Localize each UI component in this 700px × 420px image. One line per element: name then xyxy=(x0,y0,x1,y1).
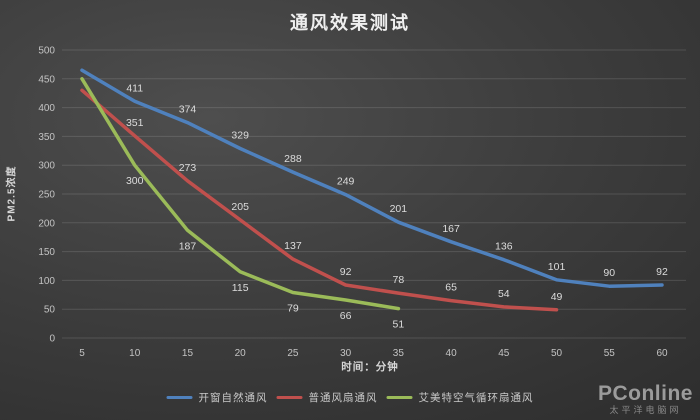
y-tick-label: 200 xyxy=(38,218,55,229)
x-tick-label: 55 xyxy=(604,348,616,359)
y-tick-label: 0 xyxy=(49,334,55,345)
legend: 开窗自然通风 普通风扇通风 艾美特空气循环扇通风 xyxy=(166,390,534,405)
x-tick-label: 60 xyxy=(656,348,668,359)
data-label: 49 xyxy=(551,291,563,303)
series-line-0 xyxy=(80,68,664,288)
data-label: 51 xyxy=(393,319,405,331)
data-label: 411 xyxy=(126,82,143,94)
y-tick-label: 450 xyxy=(38,74,55,85)
data-label: 79 xyxy=(287,302,299,314)
legend-label: 艾美特空气循环扇通风 xyxy=(418,392,534,404)
data-label: 78 xyxy=(393,274,405,286)
legend-label: 开窗自然通风 xyxy=(198,392,268,404)
legend-item-1: 普通风扇通风 xyxy=(276,390,378,405)
legend-item-2: 艾美特空气循环扇通风 xyxy=(386,390,534,405)
x-tick-label: 5 xyxy=(79,348,85,359)
data-label: 205 xyxy=(231,201,249,213)
data-label: 288 xyxy=(284,153,302,165)
data-label: 187 xyxy=(179,240,197,252)
y-tick-label: 400 xyxy=(38,103,55,114)
legend-label: 普通风扇通风 xyxy=(308,392,378,404)
legend-swatch xyxy=(386,395,413,400)
data-label: 101 xyxy=(548,261,566,273)
series-line-2 xyxy=(80,77,401,311)
y-tick-label: 250 xyxy=(38,190,55,201)
data-label: 92 xyxy=(340,266,352,278)
data-label: 351 xyxy=(126,117,144,129)
watermark-subtitle: 太平洋电脑网 xyxy=(609,405,682,415)
x-tick-label: 45 xyxy=(498,348,510,359)
data-label: 65 xyxy=(445,282,457,294)
y-tick-label: 500 xyxy=(38,46,55,57)
data-label: 273 xyxy=(179,162,197,174)
legend-item-0: 开窗自然通风 xyxy=(166,390,268,405)
data-label: 54 xyxy=(498,288,510,300)
x-tick-label: 10 xyxy=(129,348,141,359)
data-label: 90 xyxy=(603,267,615,279)
chart-title: 通风效果测试 xyxy=(290,13,410,33)
data-label: 249 xyxy=(337,176,355,188)
series-line-1 xyxy=(80,88,559,312)
y-tick-label: 150 xyxy=(38,247,55,258)
x-tick-label: 15 xyxy=(182,348,194,359)
data-label: 137 xyxy=(284,240,302,252)
data-label: 167 xyxy=(442,223,460,235)
data-label: 92 xyxy=(656,266,668,278)
data-label: 66 xyxy=(340,310,352,322)
legend-swatch xyxy=(276,395,303,400)
y-tick-label: 350 xyxy=(38,132,55,143)
data-label: 374 xyxy=(179,104,197,116)
legend-swatch xyxy=(166,395,193,400)
data-label: 201 xyxy=(390,203,408,215)
y-tick-label: 300 xyxy=(38,161,55,172)
data-label: 136 xyxy=(495,241,513,253)
data-label: 329 xyxy=(231,129,249,141)
x-tick-label: 20 xyxy=(235,348,247,359)
x-tick-label: 25 xyxy=(287,348,299,359)
y-tick-label: 50 xyxy=(44,305,56,316)
x-tick-label: 35 xyxy=(393,348,405,359)
data-label: 300 xyxy=(126,175,144,187)
x-tick-label: 40 xyxy=(446,348,458,359)
x-axis-title: 时间：分钟 xyxy=(341,361,399,373)
watermark-brand: PConline xyxy=(597,382,693,405)
x-tick-label: 30 xyxy=(340,348,352,359)
data-label: 115 xyxy=(232,282,249,294)
watermark-logo: PConline 太平洋电脑网 xyxy=(598,383,693,415)
x-tick-label: 50 xyxy=(551,348,563,359)
y-tick-label: 100 xyxy=(38,276,55,287)
